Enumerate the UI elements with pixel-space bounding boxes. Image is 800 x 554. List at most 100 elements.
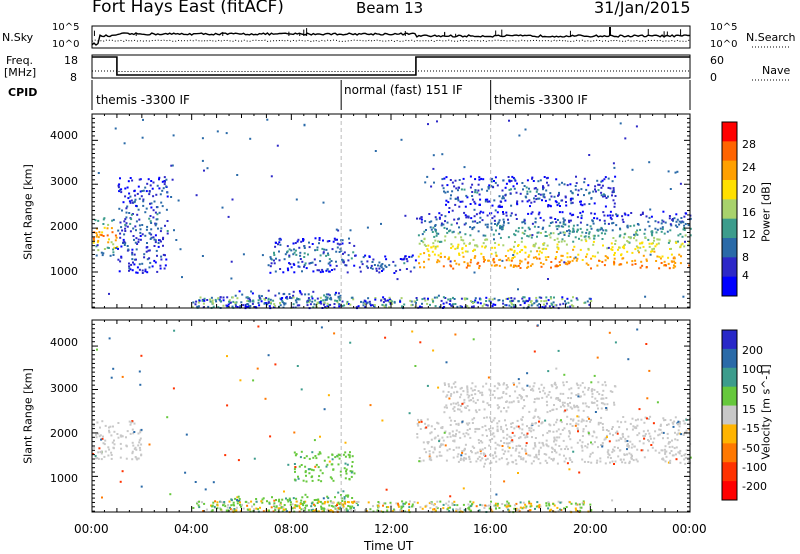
power-echo-cell	[570, 304, 573, 307]
power-echo-cell	[513, 297, 516, 300]
velocity-echo-cell	[344, 455, 347, 458]
velocity-echo-cell	[405, 501, 408, 504]
velocity-echo-cell	[502, 436, 505, 439]
velocity-echo-cell	[327, 394, 330, 397]
power-echo-cell	[373, 304, 376, 306]
power-echo-cell	[492, 259, 495, 262]
velocity-echo-cell	[552, 408, 555, 411]
velocity-echo-cell	[270, 506, 273, 509]
velocity-echo-cell	[255, 500, 258, 503]
power-echo-cell	[327, 252, 329, 255]
velocity-echo-cell	[575, 503, 578, 506]
power-echo-cell	[293, 263, 296, 266]
power-echo-cell	[404, 255, 407, 258]
velocity-echo-cell	[614, 385, 617, 388]
power-echo-cell	[510, 212, 513, 215]
velocity-echo-cell	[629, 440, 632, 443]
velocity-echo-cell	[496, 443, 499, 446]
power-echo-cell	[199, 296, 202, 299]
power-echo-cell	[466, 196, 469, 199]
power-echo-cell	[399, 299, 402, 302]
velocity-echo-cell	[647, 418, 650, 420]
velocity-echo-cell	[495, 507, 497, 510]
velocity-panel-frame	[91, 319, 691, 513]
power-echo-cell	[148, 257, 151, 260]
velocity-echo-cell	[580, 420, 583, 423]
velocity-echo-cell	[508, 446, 511, 449]
power-echo-cell	[541, 199, 543, 202]
power-echo-cell	[607, 177, 610, 180]
velocity-echo-cell	[579, 506, 582, 509]
power-echo-cell	[304, 262, 307, 265]
power-echo-cell	[450, 223, 453, 226]
power-echo-cell	[294, 299, 297, 302]
power-echo-cell	[618, 246, 621, 249]
power-echo-cell	[577, 253, 580, 256]
velocity-echo-layer	[92, 324, 692, 514]
velocity-echo-cell	[448, 432, 451, 435]
power-echo-cell	[468, 264, 471, 267]
power-echo-cell	[141, 224, 144, 226]
velocity-echo-cell	[602, 389, 605, 392]
power-echo-cell	[541, 306, 544, 309]
power-echo-cell	[273, 303, 276, 306]
power-echo-cell	[657, 242, 660, 245]
power-echo-cell	[202, 302, 205, 305]
power-echo-cell	[574, 188, 577, 191]
power-echo-cell	[423, 243, 426, 246]
power-echo-cell	[203, 169, 205, 172]
velocity-echo-cell	[401, 500, 404, 503]
power-echo-cell	[130, 213, 133, 216]
power-echo-cell	[473, 226, 476, 229]
power-echo-cell	[473, 208, 476, 211]
power-echo-cell	[597, 183, 600, 186]
velocity-echo-cell	[589, 503, 592, 506]
power-echo-cell	[370, 264, 373, 267]
power-echo-cell	[535, 198, 538, 201]
power-echo-cell	[571, 201, 574, 204]
velocity-echo-cell	[624, 461, 627, 464]
power-echo-cell	[451, 245, 454, 248]
power-echo-cell	[139, 231, 142, 234]
velocity-echo-cell	[471, 445, 474, 448]
power-echo-cell	[231, 296, 234, 299]
power-echo-cell	[125, 216, 128, 219]
power-echo-cell	[405, 268, 408, 270]
power-echo-cell	[432, 226, 435, 229]
velocity-echo-cell	[416, 501, 419, 504]
power-echo-cell	[545, 296, 548, 299]
power-echo-cell	[449, 300, 452, 302]
power-echo-cell	[106, 234, 109, 237]
power-echo-cell	[158, 211, 161, 214]
power-echo-cell	[526, 190, 529, 193]
power-echo-cell	[324, 298, 327, 301]
velocity-echo-cell	[419, 460, 422, 463]
power-echo-cell	[469, 300, 472, 303]
power-echo-cell	[668, 239, 671, 242]
power-echo-cell	[537, 180, 540, 183]
velocity-echo-cell	[140, 485, 143, 488]
velocity-echo-cell	[680, 454, 683, 457]
velocity-echo-cell	[505, 505, 508, 508]
power-echo-cell	[534, 187, 537, 189]
velocity-echo-cell	[467, 433, 470, 436]
velocity-echo-cell	[570, 397, 572, 400]
velocity-echo-cell	[109, 425, 112, 428]
power-echo-cell	[234, 303, 237, 306]
power-echo-cell	[673, 264, 675, 267]
velocity-echo-cell	[479, 452, 482, 455]
velocity-cbar-tick-200: 200	[742, 344, 763, 357]
velocity-echo-cell	[125, 444, 128, 447]
power-echo-cell	[347, 303, 350, 305]
velocity-echo-cell	[451, 503, 454, 506]
power-echo-cell	[289, 296, 291, 299]
power-echo-cell	[600, 186, 603, 189]
velocity-echo-cell	[347, 501, 350, 504]
velocity-echo-cell	[108, 426, 110, 429]
velocity-echo-cell	[523, 405, 526, 408]
power-echo-cell	[219, 296, 222, 299]
velocity-echo-cell	[287, 500, 290, 503]
velocity-echo-cell	[503, 442, 506, 444]
power-echo-cell	[293, 251, 296, 254]
power-echo-cell	[269, 271, 272, 274]
